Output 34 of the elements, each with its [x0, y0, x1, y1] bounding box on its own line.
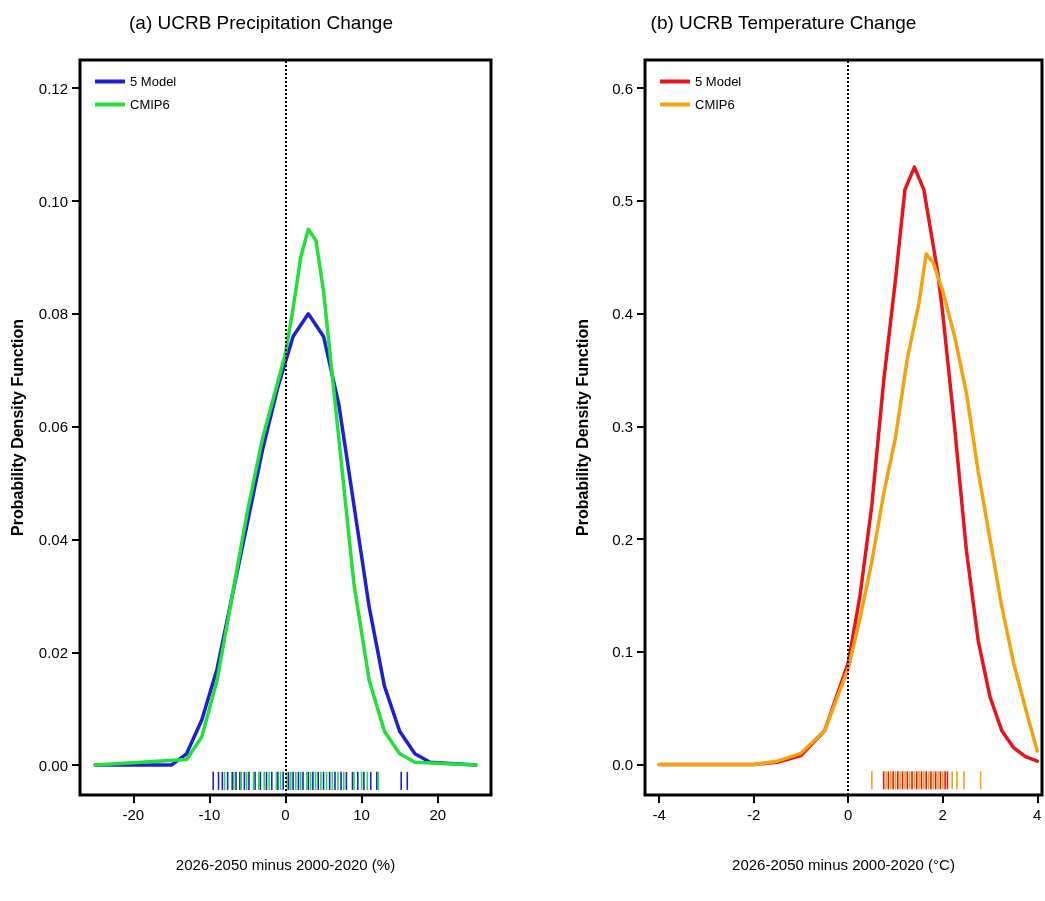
y-tick-label: 0.2 [612, 530, 633, 548]
y-tick-label: 0.00 [38, 756, 68, 774]
x-tick-label: -20 [122, 806, 145, 823]
y-axis-title: Probability Density Function [8, 319, 26, 536]
x-tick-label: 0 [281, 806, 290, 823]
chart-title: (a) UCRB Precipitation Change [128, 12, 394, 33]
y-tick-label: 0.02 [38, 643, 68, 661]
y-tick-label: 0.0 [612, 756, 633, 774]
y-tick-label: 0.10 [38, 192, 68, 210]
y-tick-label: 0.1 [612, 643, 633, 661]
x-tick-label: 10 [353, 806, 370, 823]
legend-label: 5 Model [130, 74, 177, 89]
x-tick-label: -10 [198, 806, 221, 823]
y-axis-title: Probability Density Function [573, 319, 591, 536]
y-tick-label: 0.5 [612, 192, 633, 210]
x-tick-label: -4 [652, 806, 666, 823]
x-tick-label: 20 [429, 806, 447, 823]
y-tick-label: 0.04 [38, 530, 68, 548]
x-tick-label: 0 [844, 806, 853, 823]
x-tick-label: -2 [747, 806, 761, 823]
legend-label: 5 Model [695, 74, 742, 89]
legend-label: CMIP6 [130, 97, 170, 112]
x-axis-title: 2026-2050 minus 2000-2020 (%) [175, 856, 396, 873]
chart-title: (b) UCRB Temperature Change [650, 12, 917, 33]
legend-label: CMIP6 [695, 97, 735, 112]
y-tick-label: 0.6 [612, 79, 633, 97]
x-tick-label: 2 [938, 806, 947, 823]
y-tick-label: 0.08 [38, 305, 68, 323]
x-axis-title: 2026-2050 minus 2000-2020 (°C) [732, 856, 955, 873]
y-tick-label: 0.12 [38, 79, 68, 97]
x-tick-label: 4 [1033, 806, 1042, 823]
y-tick-label: 0.4 [612, 305, 633, 323]
y-tick-label: 0.06 [38, 418, 68, 436]
y-tick-label: 0.3 [612, 417, 633, 435]
